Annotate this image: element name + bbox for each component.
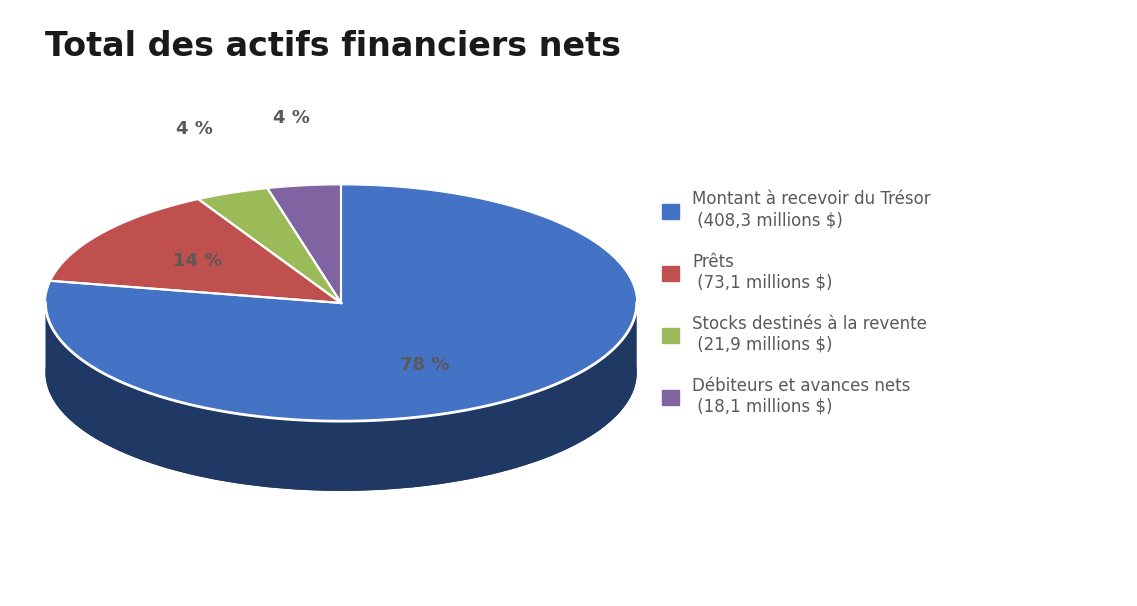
Legend: Montant à recevoir du Trésor
 (408,3 millions $), Prêts
 (73,1 millions $), Stoc: Montant à recevoir du Trésor (408,3 mill… [662, 190, 931, 416]
Text: 14 %: 14 % [173, 252, 223, 270]
Text: 4 %: 4 % [176, 120, 213, 138]
Text: Total des actifs financiers nets: Total des actifs financiers nets [45, 30, 622, 63]
Polygon shape [45, 303, 637, 491]
Polygon shape [45, 185, 637, 421]
Polygon shape [267, 185, 341, 303]
Text: 4 %: 4 % [273, 109, 309, 127]
Text: 78 %: 78 % [400, 356, 450, 374]
Polygon shape [51, 199, 341, 303]
Ellipse shape [45, 255, 637, 491]
Polygon shape [199, 188, 341, 303]
